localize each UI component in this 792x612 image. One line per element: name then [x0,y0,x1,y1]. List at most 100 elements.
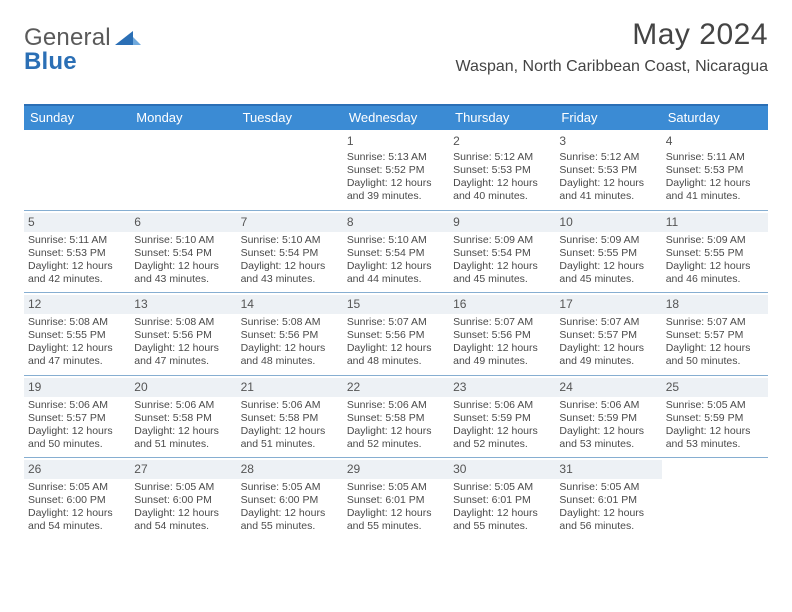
day-rise: Sunrise: 5:07 AM [453,316,551,329]
day-dl2: and 53 minutes. [666,438,764,451]
day-dl1: Daylight: 12 hours [134,260,232,273]
day-dl2: and 41 minutes. [666,190,764,203]
day-cell: 8Sunrise: 5:10 AMSunset: 5:54 PMDaylight… [343,211,449,293]
day-dl1: Daylight: 12 hours [666,425,764,438]
weekday-header: Thursday [449,106,555,130]
day-dl2: and 55 minutes. [241,520,339,533]
day-number: 5 [24,213,130,232]
calendar-page: General May 2024 Waspan, North Caribbean… [0,0,792,540]
day-rise: Sunrise: 5:09 AM [559,234,657,247]
day-rise: Sunrise: 5:06 AM [134,399,232,412]
day-rise: Sunrise: 5:06 AM [347,399,445,412]
day-rise: Sunrise: 5:05 AM [28,481,126,494]
week-row: 12Sunrise: 5:08 AMSunset: 5:55 PMDayligh… [24,292,768,375]
day-rise: Sunrise: 5:05 AM [453,481,551,494]
day-rise: Sunrise: 5:05 AM [134,481,232,494]
day-dl2: and 47 minutes. [28,355,126,368]
day-cell: 23Sunrise: 5:06 AMSunset: 5:59 PMDayligh… [449,376,555,458]
day-set: Sunset: 5:56 PM [453,329,551,342]
day-set: Sunset: 6:00 PM [241,494,339,507]
day-rise: Sunrise: 5:06 AM [559,399,657,412]
day-cell: 25Sunrise: 5:05 AMSunset: 5:59 PMDayligh… [662,376,768,458]
day-dl2: and 48 minutes. [347,355,445,368]
day-dl2: and 52 minutes. [453,438,551,451]
weekday-header: Saturday [662,106,768,130]
day-dl1: Daylight: 12 hours [241,425,339,438]
day-set: Sunset: 5:53 PM [666,164,764,177]
day-set: Sunset: 5:55 PM [666,247,764,260]
day-number: 6 [130,213,236,232]
day-cell-empty [237,130,343,210]
day-number: 31 [555,460,661,479]
weekday-header: Tuesday [237,106,343,130]
day-cell: 13Sunrise: 5:08 AMSunset: 5:56 PMDayligh… [130,293,236,375]
day-dl1: Daylight: 12 hours [134,507,232,520]
day-dl2: and 56 minutes. [559,520,657,533]
week-row: 26Sunrise: 5:05 AMSunset: 6:00 PMDayligh… [24,457,768,540]
day-set: Sunset: 5:58 PM [347,412,445,425]
day-cell: 3Sunrise: 5:12 AMSunset: 5:53 PMDaylight… [555,130,661,210]
day-set: Sunset: 6:00 PM [28,494,126,507]
day-cell: 9Sunrise: 5:09 AMSunset: 5:54 PMDaylight… [449,211,555,293]
day-dl1: Daylight: 12 hours [559,507,657,520]
header-row: General May 2024 Waspan, North Caribbean… [24,18,768,76]
day-rise: Sunrise: 5:09 AM [666,234,764,247]
day-dl1: Daylight: 12 hours [134,425,232,438]
day-rise: Sunrise: 5:05 AM [241,481,339,494]
day-set: Sunset: 5:59 PM [559,412,657,425]
day-dl1: Daylight: 12 hours [347,260,445,273]
day-number: 8 [343,213,449,232]
day-set: Sunset: 5:55 PM [28,329,126,342]
week-row: 5Sunrise: 5:11 AMSunset: 5:53 PMDaylight… [24,210,768,293]
day-cell-empty [130,130,236,210]
day-number: 14 [237,295,343,314]
day-dl1: Daylight: 12 hours [453,177,551,190]
day-rise: Sunrise: 5:11 AM [28,234,126,247]
day-number: 15 [343,295,449,314]
day-number: 27 [130,460,236,479]
brand-mark-icon [115,27,141,50]
day-number: 28 [237,460,343,479]
day-dl2: and 43 minutes. [134,273,232,286]
day-dl2: and 55 minutes. [347,520,445,533]
day-dl1: Daylight: 12 hours [28,342,126,355]
day-rise: Sunrise: 5:12 AM [453,151,551,164]
day-rise: Sunrise: 5:05 AM [347,481,445,494]
day-number: 25 [662,378,768,397]
day-cell: 6Sunrise: 5:10 AMSunset: 5:54 PMDaylight… [130,211,236,293]
day-dl2: and 39 minutes. [347,190,445,203]
weekday-header: Wednesday [343,106,449,130]
day-number: 16 [449,295,555,314]
day-rise: Sunrise: 5:08 AM [134,316,232,329]
week-row: 19Sunrise: 5:06 AMSunset: 5:57 PMDayligh… [24,375,768,458]
day-number: 13 [130,295,236,314]
day-set: Sunset: 5:54 PM [241,247,339,260]
day-rise: Sunrise: 5:06 AM [241,399,339,412]
day-cell: 4Sunrise: 5:11 AMSunset: 5:53 PMDaylight… [662,130,768,210]
day-cell: 31Sunrise: 5:05 AMSunset: 6:01 PMDayligh… [555,458,661,540]
day-rise: Sunrise: 5:06 AM [28,399,126,412]
day-set: Sunset: 5:56 PM [134,329,232,342]
day-number: 10 [555,213,661,232]
day-set: Sunset: 5:54 PM [453,247,551,260]
day-dl2: and 50 minutes. [666,355,764,368]
day-dl1: Daylight: 12 hours [347,507,445,520]
day-dl1: Daylight: 12 hours [453,260,551,273]
day-dl2: and 50 minutes. [28,438,126,451]
day-number: 20 [130,378,236,397]
day-dl1: Daylight: 12 hours [241,507,339,520]
day-cell: 24Sunrise: 5:06 AMSunset: 5:59 PMDayligh… [555,376,661,458]
week-row: 1Sunrise: 5:13 AMSunset: 5:52 PMDaylight… [24,130,768,210]
day-set: Sunset: 5:53 PM [453,164,551,177]
day-dl1: Daylight: 12 hours [347,177,445,190]
day-rise: Sunrise: 5:12 AM [559,151,657,164]
day-dl1: Daylight: 12 hours [241,260,339,273]
day-dl2: and 46 minutes. [666,273,764,286]
day-number: 7 [237,213,343,232]
day-set: Sunset: 6:01 PM [347,494,445,507]
day-cell: 18Sunrise: 5:07 AMSunset: 5:57 PMDayligh… [662,293,768,375]
day-set: Sunset: 6:00 PM [134,494,232,507]
day-dl2: and 49 minutes. [453,355,551,368]
day-rise: Sunrise: 5:10 AM [347,234,445,247]
day-rise: Sunrise: 5:08 AM [241,316,339,329]
